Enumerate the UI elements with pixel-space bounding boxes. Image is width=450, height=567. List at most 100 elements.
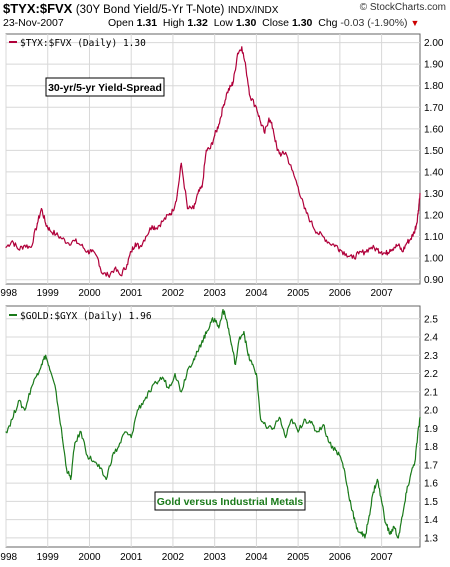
data-point — [226, 91, 228, 93]
data-point — [339, 248, 341, 251]
y-tick-label: 1.30 — [424, 189, 444, 200]
y-tick-label: 1.9 — [424, 424, 438, 435]
data-point — [222, 309, 224, 311]
data-point — [86, 455, 88, 457]
data-point — [322, 235, 324, 238]
data-point — [360, 531, 362, 533]
data-point — [381, 500, 383, 502]
x-tick-label: 2005 — [287, 288, 310, 299]
data-point — [61, 238, 63, 240]
data-point — [193, 358, 195, 360]
data-point — [268, 117, 270, 119]
x-tick-label: 2002 — [162, 288, 185, 299]
down-triangle-icon: ▼ — [410, 18, 420, 28]
data-point — [259, 418, 262, 420]
data-point — [70, 478, 72, 481]
low-value: 1.30 — [235, 17, 257, 29]
y-tick-label: 1.60 — [424, 124, 444, 135]
data-point — [226, 321, 228, 324]
data-point — [168, 387, 170, 389]
legend-label: $TYX:$FVX (Daily) 1.30 — [20, 38, 146, 49]
chart-header: $TYX:$FVX (30Y Bond Yield/5-Yr T-Note) I… — [0, 0, 450, 34]
exchange: INDX/INDX — [227, 5, 279, 16]
data-point — [36, 223, 38, 225]
data-point — [416, 223, 418, 225]
x-tick-label: 2004 — [245, 288, 268, 299]
data-point — [355, 528, 358, 530]
open-value: 1.31 — [136, 17, 158, 29]
data-point — [99, 467, 101, 470]
data-point — [180, 391, 182, 393]
data-point — [214, 318, 216, 320]
y-tick-label: 2.4 — [424, 333, 438, 344]
data-point — [406, 242, 408, 244]
chg-value: -0.03 (-1.90%) — [340, 17, 408, 29]
data-point — [55, 233, 57, 236]
data-point — [49, 369, 51, 371]
data-point — [107, 274, 109, 276]
data-point — [397, 537, 399, 539]
data-point — [291, 169, 293, 171]
x-tick-label: 2000 — [78, 552, 101, 563]
x-tick-label: 2001 — [120, 552, 143, 563]
title-line: $TYX:$FVX (30Y Bond Yield/5-Yr T-Note) I… — [3, 1, 278, 16]
data-point — [97, 257, 99, 259]
x-tick-label: 2003 — [204, 552, 227, 563]
data-point — [247, 354, 249, 356]
data-point — [237, 52, 239, 54]
data-point — [297, 431, 299, 433]
data-point — [303, 418, 305, 420]
data-point — [86, 251, 88, 253]
data-point — [230, 85, 232, 87]
data-point — [397, 244, 399, 246]
data-point — [285, 436, 287, 439]
data-point — [328, 242, 331, 244]
y-tick-label: 1.20 — [424, 211, 444, 222]
data-point — [55, 391, 57, 393]
data-point — [218, 123, 220, 126]
y-tick-label: 0.90 — [424, 275, 444, 286]
data-point — [376, 478, 379, 481]
y-tick-label: 1.50 — [424, 146, 444, 157]
data-point — [11, 418, 13, 420]
data-point — [266, 427, 268, 429]
data-point — [138, 246, 141, 248]
data-point — [368, 515, 370, 517]
data-point — [297, 186, 299, 188]
data-point — [176, 195, 178, 197]
data-point — [124, 431, 126, 433]
data-point — [393, 246, 395, 248]
data-point — [161, 376, 164, 378]
data-point — [130, 251, 132, 253]
data-point — [358, 253, 360, 255]
x-tick-label: 1999 — [37, 288, 60, 299]
data-point — [209, 147, 212, 149]
data-point — [65, 467, 68, 470]
data-point — [186, 207, 189, 210]
x-tick-label: 2006 — [329, 552, 352, 563]
data-point — [343, 467, 345, 470]
data-point — [410, 473, 412, 475]
close-label: Close — [262, 17, 290, 29]
series-line — [5, 46, 421, 278]
data-point — [209, 321, 212, 324]
data-point — [322, 424, 324, 426]
y-tick-label: 1.90 — [424, 60, 444, 71]
x-tick-label: 1999 — [37, 552, 60, 563]
y-tick-label: 1.40 — [424, 167, 444, 178]
y-tick-label: 2.3 — [424, 351, 438, 362]
data-point — [276, 149, 278, 151]
data-point — [364, 251, 366, 253]
y-tick-label: 2.5 — [424, 314, 438, 325]
data-point — [278, 416, 280, 418]
x-tick-label: 2002 — [162, 552, 185, 563]
x-tick-label: 2007 — [370, 552, 393, 563]
data-point — [36, 372, 38, 375]
data-point — [389, 533, 391, 535]
data-point — [24, 409, 26, 411]
low-label: Low — [213, 17, 233, 29]
data-point — [416, 436, 419, 439]
y-tick-label: 1.8 — [424, 442, 438, 453]
data-point — [151, 225, 153, 227]
data-point — [205, 332, 207, 334]
